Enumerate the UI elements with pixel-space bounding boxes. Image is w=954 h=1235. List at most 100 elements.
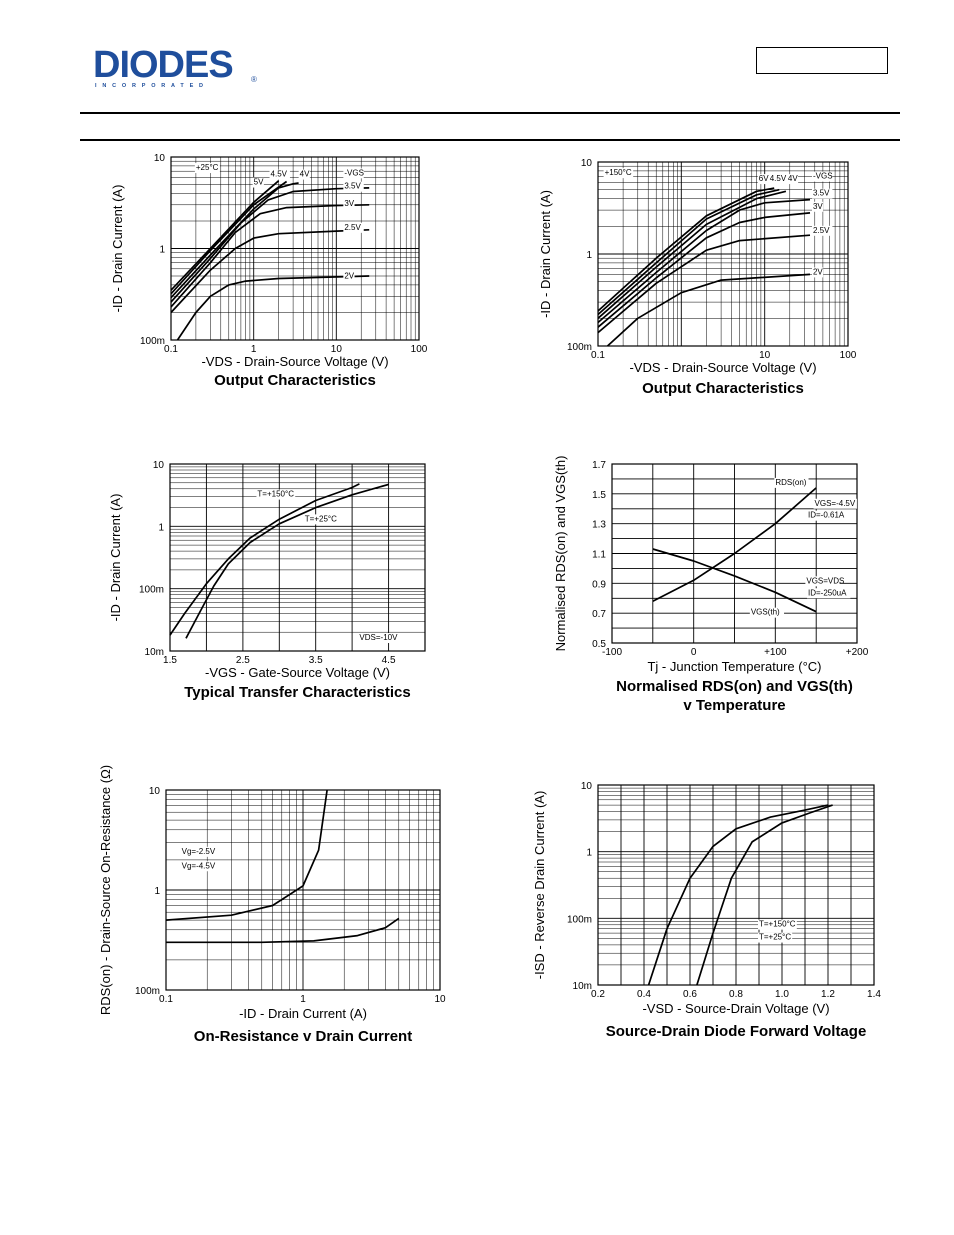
annotation-bg <box>194 163 220 174</box>
annotation-label: 4.5V <box>271 170 288 179</box>
x-tick-label: 10 <box>331 344 343 355</box>
x-tick-label: 0.6 <box>683 989 697 1000</box>
annotation-label: +150°C <box>605 168 632 177</box>
annotation-bg <box>298 169 310 180</box>
y-axis-label: -ISD - Reverse Drain Current (A) <box>532 791 547 980</box>
chart-output-characteristics-150c: 0.1 10 100 100m 1 10 +150°C -VGS 6V 4.5V 4V 3.5V 3V 2… <box>538 158 857 397</box>
y-tick-label: 1.3 <box>592 520 606 531</box>
plot-frame <box>165 789 441 991</box>
series-line <box>597 187 775 312</box>
annotation-bg <box>811 201 824 212</box>
series-line <box>652 548 817 613</box>
annotation-label: VGS=-4.5V <box>815 499 856 508</box>
y-axis-label: -ID - Drain Current (A) <box>108 494 123 622</box>
annotation-bg <box>358 633 398 644</box>
annotation-label: ID=-250uA <box>808 588 847 597</box>
y-tick-label: 10 <box>154 153 166 164</box>
series-line <box>597 188 780 316</box>
annotation-label: VGS=VDS <box>806 576 844 585</box>
y-tick-label: 0.7 <box>592 609 606 620</box>
annotation-label: -VGS <box>813 172 833 181</box>
plot-frame <box>170 156 420 341</box>
x-tick-label: 1 <box>300 994 306 1005</box>
annotation-bg <box>603 168 634 179</box>
logo-text: DIODES <box>93 44 233 86</box>
diodes-logo-mark: DIODES ® INCORPORATED <box>93 44 257 89</box>
x-axis-label: -ID - Drain Current (A) <box>239 1006 367 1021</box>
series-line <box>170 182 299 299</box>
plot-grid <box>611 463 858 644</box>
x-tick-label: 1.2 <box>821 989 835 1000</box>
series-line <box>652 487 817 602</box>
header-rule-bottom <box>80 139 900 141</box>
y-tick-label: 10 <box>153 460 165 471</box>
annotation-bg <box>805 576 840 587</box>
y-tick-label: 1 <box>154 886 160 897</box>
annotation-bg <box>256 489 296 500</box>
y-axis-label: -ID - Drain Current (A) <box>538 190 553 318</box>
chart-on-resistance-vs-drain-current: 0.1 1 10 100m 1 10 Vg=-2.5V Vg=-4.5V -ID - Drain… <box>98 765 446 1045</box>
y-tick-label: 100m <box>135 986 160 997</box>
plot-grid <box>165 789 441 991</box>
x-tick-label: 1 <box>251 344 257 355</box>
annotation-label: 3.5V <box>813 189 830 198</box>
annotation-label: T=+150°C <box>759 920 796 929</box>
plot-grid <box>597 784 875 986</box>
series-line <box>170 203 370 308</box>
x-tick-label: 3.5 <box>309 655 323 666</box>
chart-typical-transfer-characteristics: 1.5 2.5 3.5 4.5 10m 100m 1 10 T=+150°C T=+25°C VDS… <box>108 460 426 701</box>
series-line <box>606 273 811 347</box>
x-tick-label: 100 <box>411 344 428 355</box>
x-tick-label: 10 <box>759 350 771 361</box>
part-number-box <box>756 47 888 74</box>
diodes-logo: DIODES ® INCORPORATED <box>93 44 263 94</box>
annotation-label: 3.5V <box>344 182 361 191</box>
annotation-label: 3V <box>344 199 354 208</box>
x-axis-label: -VGS - Gate-Source Voltage (V) <box>205 665 390 680</box>
annotation-label: 2.5V <box>344 223 361 232</box>
annotation-bg <box>343 168 364 179</box>
annotation-label: 2V <box>813 267 823 276</box>
annotation-label: VGS(th) <box>751 608 780 617</box>
annotation-bg <box>811 225 833 236</box>
annotation-bg <box>807 510 851 521</box>
series-line <box>170 228 370 314</box>
y-tick-label: 100m <box>567 914 592 925</box>
x-axis-label: -VDS - Drain-Source Voltage (V) <box>629 360 816 375</box>
y-tick-label: 10 <box>581 158 593 169</box>
plot-frame <box>611 463 858 644</box>
annotation-bg <box>343 271 355 282</box>
y-tick-label: 1 <box>586 848 592 859</box>
chart-title: On-Resistance v Drain Current <box>194 1028 412 1045</box>
x-tick-label: 1.4 <box>867 989 881 1000</box>
y-tick-label: 10 <box>149 786 161 797</box>
x-tick-label: +200 <box>846 647 869 658</box>
y-tick-label: 1.7 <box>592 460 606 471</box>
series-line <box>170 187 370 303</box>
annotation-bg <box>269 169 290 180</box>
x-tick-label: 0 <box>691 647 697 658</box>
annotation-label: 2V <box>344 272 354 281</box>
x-tick-label: 10 <box>434 994 446 1005</box>
annotation-bg <box>811 188 833 199</box>
y-tick-label: 1.1 <box>592 550 606 561</box>
x-tick-label: 0.1 <box>159 994 173 1005</box>
annotation-label: Vg=-2.5V <box>182 847 216 856</box>
logo-subtext: INCORPORATED <box>95 83 209 89</box>
annotation-label: VDS=-10V <box>359 633 398 642</box>
y-tick-label: 1 <box>158 522 164 533</box>
annotation-label: Vg=-4.5V <box>182 861 216 870</box>
y-axis-label: Normalised RDS(on) and VGS(th) <box>553 456 568 652</box>
annotation-label: RDS(on) <box>775 478 806 487</box>
annotation-bg <box>774 477 809 488</box>
series-line <box>170 180 280 291</box>
annotation-bg <box>343 181 364 192</box>
chart-title: Source-Drain Diode Forward Voltage <box>606 1023 867 1040</box>
annotation-label: +25°C <box>196 163 219 172</box>
series-line <box>597 234 811 334</box>
annotation-bg <box>807 588 851 599</box>
chart-title: Normalised RDS(on) and VGS(th) <box>616 678 853 695</box>
series-line <box>696 804 833 986</box>
series-line <box>170 180 288 295</box>
y-tick-label: 0.9 <box>592 579 606 590</box>
